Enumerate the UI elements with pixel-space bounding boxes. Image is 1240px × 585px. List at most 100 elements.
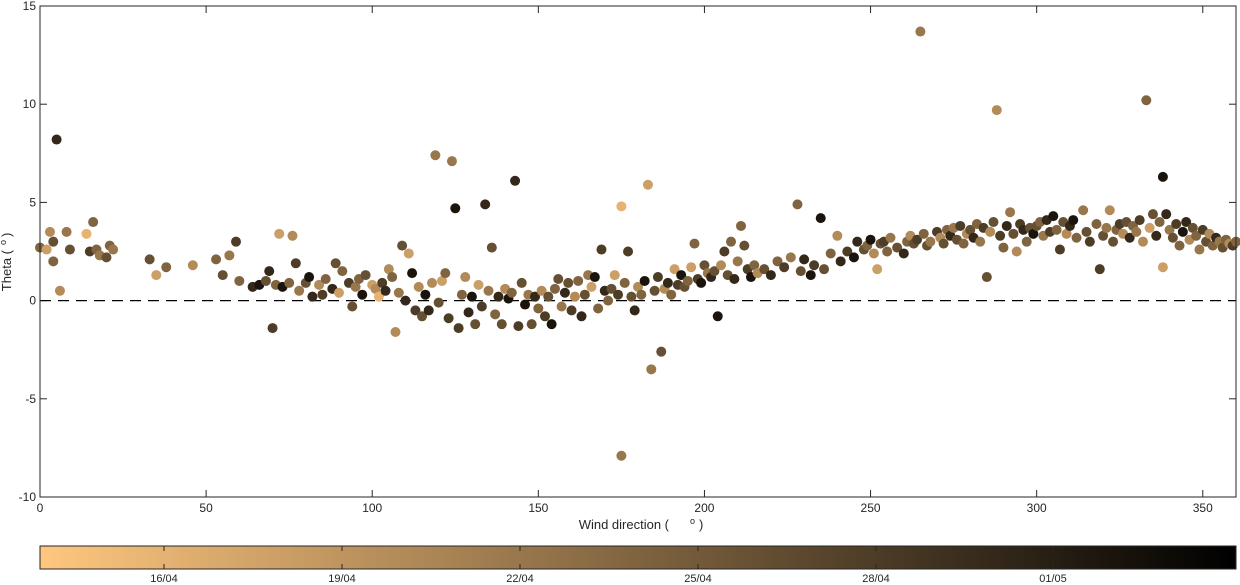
data-point <box>397 240 408 251</box>
data-point <box>54 285 65 296</box>
data-point <box>430 150 441 161</box>
data-point <box>686 262 697 273</box>
data-point <box>377 277 388 288</box>
data-point <box>1144 222 1155 233</box>
data-point <box>264 266 275 277</box>
data-point <box>417 311 428 322</box>
data-point <box>1147 209 1158 220</box>
data-point <box>387 272 398 283</box>
y-tick-label: -10 <box>19 490 37 504</box>
data-point <box>61 226 72 237</box>
data-point <box>1161 209 1172 220</box>
data-point <box>493 291 504 302</box>
data-point <box>1171 219 1182 230</box>
data-point <box>795 266 806 277</box>
data-point <box>357 289 368 300</box>
data-point <box>799 254 810 265</box>
data-point <box>1174 240 1185 251</box>
data-point <box>656 346 667 357</box>
data-point <box>652 272 663 283</box>
data-point <box>88 217 99 228</box>
data-point <box>1104 205 1115 216</box>
data-point <box>403 248 414 259</box>
data-point <box>1108 236 1119 247</box>
data-point <box>636 289 647 300</box>
data-point <box>337 266 348 277</box>
data-point <box>1151 230 1162 241</box>
data-point <box>852 236 863 247</box>
data-point <box>520 299 531 310</box>
colorbar-tick-label: 16/04 <box>150 573 178 585</box>
data-point <box>563 277 574 288</box>
data-point <box>589 272 600 283</box>
data-point <box>274 228 285 239</box>
data-point <box>1028 228 1039 239</box>
data-point <box>868 248 879 259</box>
data-point <box>516 277 527 288</box>
data-point <box>958 238 969 249</box>
data-point <box>676 270 687 281</box>
data-point <box>1051 224 1062 235</box>
data-point <box>1094 264 1105 275</box>
data-point <box>490 309 501 320</box>
data-point <box>998 242 1009 253</box>
data-point <box>211 254 222 265</box>
data-point <box>662 277 673 288</box>
data-point <box>151 270 162 281</box>
y-tick-label: 15 <box>23 0 37 13</box>
data-point <box>629 305 640 316</box>
x-axis-label-close: ) <box>699 517 703 532</box>
data-point <box>427 277 438 288</box>
data-point <box>842 246 853 257</box>
data-point <box>187 260 198 271</box>
data-point <box>1124 232 1135 243</box>
data-point <box>44 226 55 237</box>
data-point <box>735 220 746 231</box>
x-axis-label-text: Wind direction ( <box>579 517 670 532</box>
data-point <box>759 264 770 275</box>
data-point <box>1011 246 1022 257</box>
data-point <box>1008 228 1019 239</box>
data-point <box>848 252 859 263</box>
data-point <box>549 283 560 294</box>
data-point <box>805 270 816 281</box>
data-point <box>623 246 634 257</box>
data-point <box>835 256 846 267</box>
data-point <box>506 287 517 298</box>
data-point <box>539 311 550 322</box>
x-tick-label: 200 <box>694 501 714 515</box>
x-axis-label-unit: o <box>690 516 695 526</box>
data-point <box>772 256 783 267</box>
data-point <box>483 285 494 296</box>
data-point <box>609 270 620 281</box>
data-point <box>48 256 59 267</box>
data-points <box>35 26 1240 461</box>
data-point <box>334 287 344 298</box>
data-point <box>1098 230 1109 241</box>
data-point <box>646 364 657 375</box>
data-point <box>390 327 401 338</box>
data-point <box>41 244 52 255</box>
data-point <box>938 238 949 249</box>
data-point <box>1167 232 1178 243</box>
data-point <box>682 275 693 286</box>
data-point <box>546 319 557 330</box>
data-point <box>985 226 996 237</box>
data-point <box>51 134 62 145</box>
data-point <box>699 260 710 271</box>
data-point <box>626 291 637 302</box>
data-point <box>407 268 418 279</box>
data-point <box>991 105 1002 116</box>
data-point <box>712 311 723 322</box>
data-point <box>1078 205 1089 216</box>
data-point <box>616 450 627 461</box>
y-axis-label-text: Theta ( <box>0 249 14 291</box>
data-point <box>1054 244 1065 255</box>
data-point <box>510 175 521 186</box>
data-point <box>470 319 481 330</box>
data-point <box>463 307 474 318</box>
data-point <box>320 273 331 284</box>
data-point <box>1061 228 1072 239</box>
data-point <box>513 321 524 332</box>
